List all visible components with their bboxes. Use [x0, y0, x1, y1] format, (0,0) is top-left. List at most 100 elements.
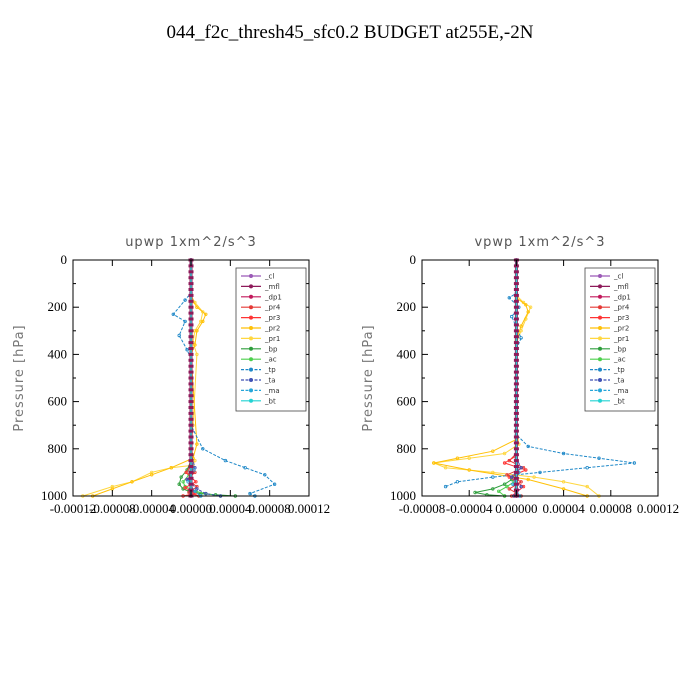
data-point-tp [526, 444, 530, 449]
data-point-pr2 [524, 303, 528, 307]
data-point-mfl [188, 276, 194, 280]
data-point-ma [186, 480, 190, 484]
legend-marker-pr1 [598, 336, 602, 341]
data-point-mfl [513, 293, 519, 297]
chart-panel-1: upwp 1xm^2/s^3 Pressure [hPa] 0 200 400 600 80… [12, 235, 330, 516]
data-point-pr4 [505, 473, 509, 477]
legend-label-pr2: _pr2 [613, 325, 629, 333]
data-point-mfl [513, 335, 519, 339]
data-point-tp [263, 473, 267, 477]
data-point-mfl [188, 470, 194, 474]
data-point-tp [248, 491, 252, 496]
legend-marker-bp [249, 346, 253, 351]
legend-marker-bp [598, 346, 602, 351]
data-point-mfl [188, 435, 194, 439]
data-point-ma [193, 489, 197, 493]
legend-marker-dp1 [249, 294, 253, 299]
data-point-tp [491, 475, 495, 479]
x-tick-label: -0.00004 [446, 501, 493, 516]
y-tick-label: 200 [397, 299, 417, 314]
legend-marker-pr2 [249, 326, 253, 330]
y-tick-label: 400 [48, 346, 68, 361]
data-point-mfl [188, 459, 194, 463]
data-point-tp [443, 484, 448, 489]
legend-label-tp: _tp [264, 366, 276, 374]
data-point-pr4 [519, 480, 523, 484]
data-point-pr2 [201, 319, 205, 324]
data-point-mfl [513, 288, 519, 291]
data-point-pr3 [194, 480, 198, 484]
data-point-bp [473, 490, 477, 495]
panel-title: vpwp 1xm^2/s^3 [474, 235, 605, 250]
data-point-ma [192, 468, 196, 472]
data-point-pr1 [193, 329, 197, 333]
y-tick-label: 1000 [390, 488, 416, 503]
x-tick-label: -0.00008 [399, 501, 446, 516]
data-point-mfl [513, 417, 519, 421]
legend-label-ma: _ma [613, 387, 629, 395]
legend-marker-pr2 [598, 326, 602, 330]
legend-marker-pr3 [598, 315, 602, 320]
legend: _cl _mfl _dp1 _pr4 _pr3 _pr2 _pr1 _bp _ac _tp _ta _… [235, 267, 307, 412]
data-point-tp [519, 336, 523, 340]
legend-label-pr2: _pr2 [264, 325, 280, 333]
data-point-pr1 [201, 310, 205, 314]
legend-marker-ta [249, 378, 253, 382]
data-point-ta [195, 487, 199, 491]
data-point-bp [491, 487, 495, 491]
data-point-mfl [513, 347, 519, 350]
data-point-mfl [513, 311, 519, 315]
legend-label-pr4: _pr4 [613, 304, 630, 312]
legend-marker-tp [249, 367, 253, 372]
data-point-tp [183, 319, 187, 324]
x-tick-label: 0.00012 [637, 501, 679, 516]
data-point-pr2 [526, 477, 530, 482]
data-point-pr1 [502, 451, 507, 456]
data-point-mfl [188, 406, 194, 409]
legend-box [235, 267, 307, 412]
data-point-tp [538, 470, 542, 475]
data-point-mfl [513, 276, 519, 280]
x-tick-label: -0.00012 [50, 501, 97, 516]
data-point-pr2 [204, 312, 208, 316]
legend-marker-pr4 [598, 305, 602, 310]
data-point-pr2 [526, 310, 530, 314]
data-point-mfl [513, 323, 519, 327]
data-point-mfl [188, 323, 194, 327]
data-point-mfl [513, 406, 519, 409]
data-point-pr1 [193, 458, 197, 463]
legend-marker-bt [249, 398, 253, 403]
data-point-mfl [513, 394, 519, 398]
data-point-pr3 [183, 486, 187, 490]
data-point-mfl [188, 447, 194, 451]
data-point-pr2 [432, 461, 436, 465]
legend-label-pr3: _pr3 [613, 314, 629, 322]
data-point-mfl [513, 270, 519, 274]
data-point-pr1 [443, 466, 448, 470]
data-point-pr1 [585, 484, 589, 489]
data-point-pr3 [502, 461, 507, 465]
legend-label-tp: _tp [613, 366, 625, 374]
data-point-mfl [188, 411, 194, 415]
data-point-mfl [188, 417, 194, 421]
legend-label-ta: _ta [613, 377, 625, 385]
data-point-pr2 [467, 468, 471, 472]
data-point-pr1 [528, 305, 533, 309]
data-point-pr3 [524, 468, 528, 472]
legend-marker-cl [249, 274, 253, 278]
legend-label-bp: _bp [613, 345, 627, 353]
data-point-tp [272, 482, 277, 486]
legend-box [584, 267, 656, 412]
legend-marker-ta [598, 378, 602, 382]
data-point-pr2 [130, 480, 134, 484]
legend-label-pr1: _pr1 [613, 335, 629, 343]
data-point-mfl [513, 364, 519, 368]
zero-line-markers [513, 258, 519, 498]
legend-label-bt: _bt [264, 397, 276, 405]
legend-marker-dp1 [598, 294, 602, 299]
y-tick-label: 800 [397, 441, 417, 456]
data-point-mfl [188, 341, 194, 345]
data-point-tp [171, 312, 175, 316]
data-point-mfl [188, 394, 194, 398]
legend-label-bt: _bt [613, 397, 625, 405]
